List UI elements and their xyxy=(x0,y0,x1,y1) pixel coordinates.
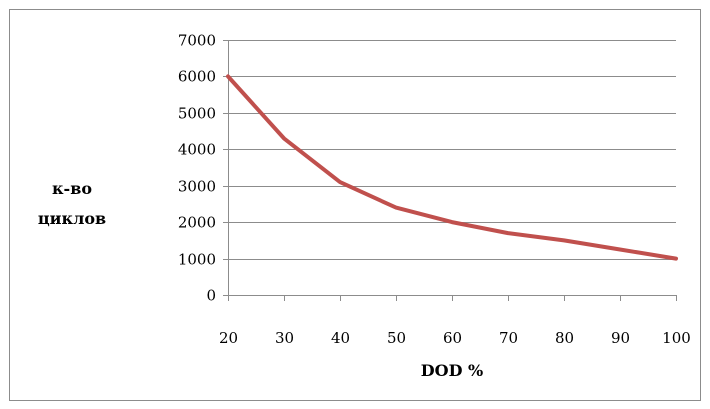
x-tick-labels: 20 30 40 50 60 70 80 90 100 xyxy=(219,329,691,347)
y-axis-title-line-1: к-во xyxy=(52,179,92,198)
x-tick-label: 40 xyxy=(331,329,350,347)
y-tick-label: 2000 xyxy=(178,214,216,232)
x-tick-label: 70 xyxy=(499,329,518,347)
x-tick-label: 90 xyxy=(611,329,630,347)
chart-area xyxy=(9,9,701,401)
y-tick-label: 7000 xyxy=(178,32,216,50)
x-axis-title: DOD % xyxy=(421,361,483,380)
y-tick-label: 5000 xyxy=(178,105,216,123)
series-line-0 xyxy=(226,74,678,261)
gridlines xyxy=(228,40,676,260)
y-axis-title-line-2: циклов xyxy=(38,209,106,228)
y-tick-label: 6000 xyxy=(178,68,216,86)
x-tick-label: 80 xyxy=(555,329,574,347)
x-tick-label: 50 xyxy=(387,329,406,347)
x-tick-label: 100 xyxy=(662,329,691,347)
series-layer xyxy=(226,74,678,261)
x-tick-label: 20 xyxy=(219,329,238,347)
y-tick-label: 0 xyxy=(206,287,216,305)
y-tick-labels: 0 1000 2000 3000 4000 5000 6000 7000 xyxy=(178,32,216,305)
x-tick-label: 30 xyxy=(275,329,294,347)
axes xyxy=(223,40,677,301)
y-tick-label: 3000 xyxy=(178,178,216,196)
y-tick-label: 4000 xyxy=(178,141,216,159)
x-tick-label: 60 xyxy=(443,329,462,347)
y-tick-label: 1000 xyxy=(178,251,216,269)
